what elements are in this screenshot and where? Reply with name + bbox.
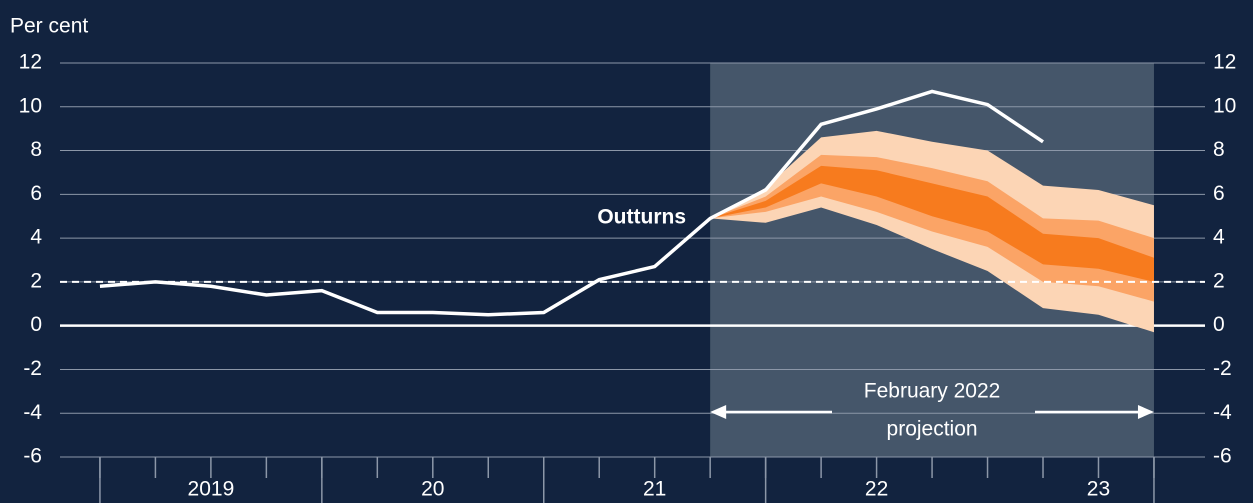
x-tick-label: 20 bbox=[421, 478, 444, 501]
y-tick-label: -6 bbox=[23, 445, 42, 468]
x-tick-label: 2019 bbox=[188, 478, 235, 501]
y-axis-label: Per cent bbox=[10, 15, 88, 38]
series-label: Outturns bbox=[597, 206, 686, 229]
x-tick-label: 21 bbox=[643, 478, 666, 501]
y2-tick-label: 8 bbox=[1213, 138, 1225, 161]
outturn-line bbox=[99, 89, 1044, 317]
arrow-head bbox=[1137, 405, 1154, 419]
projection-label: February 2022 bbox=[864, 380, 1001, 403]
y2-tick-label: 2 bbox=[1213, 269, 1225, 292]
y-tick-label: 6 bbox=[30, 182, 42, 205]
y-tick-label: 10 bbox=[19, 94, 42, 117]
y-tick-label: 4 bbox=[30, 226, 42, 249]
y2-tick-label: 12 bbox=[1213, 51, 1236, 74]
x-tick-label: 23 bbox=[1087, 478, 1110, 501]
y2-tick-label: 10 bbox=[1213, 94, 1236, 117]
y2-tick-label: -2 bbox=[1213, 357, 1232, 380]
y-tick-label: 12 bbox=[19, 51, 42, 74]
y-tick-label: -4 bbox=[23, 401, 42, 424]
y2-tick-label: -6 bbox=[1213, 445, 1232, 468]
fan-band bbox=[710, 154, 1154, 302]
y-tick-label: 0 bbox=[30, 313, 42, 336]
y-tick-label: 8 bbox=[30, 138, 42, 161]
y2-tick-label: 6 bbox=[1213, 182, 1225, 205]
y2-tick-label: -4 bbox=[1213, 401, 1232, 424]
fan-band bbox=[710, 165, 1154, 282]
arrow-head bbox=[710, 405, 727, 419]
y-tick-label: -2 bbox=[23, 357, 42, 380]
y-tick-label: 2 bbox=[30, 269, 42, 292]
projection-label: projection bbox=[887, 418, 978, 441]
y2-tick-label: 4 bbox=[1213, 226, 1225, 249]
y2-tick-label: 0 bbox=[1213, 313, 1225, 336]
x-tick-label: 22 bbox=[865, 478, 888, 501]
